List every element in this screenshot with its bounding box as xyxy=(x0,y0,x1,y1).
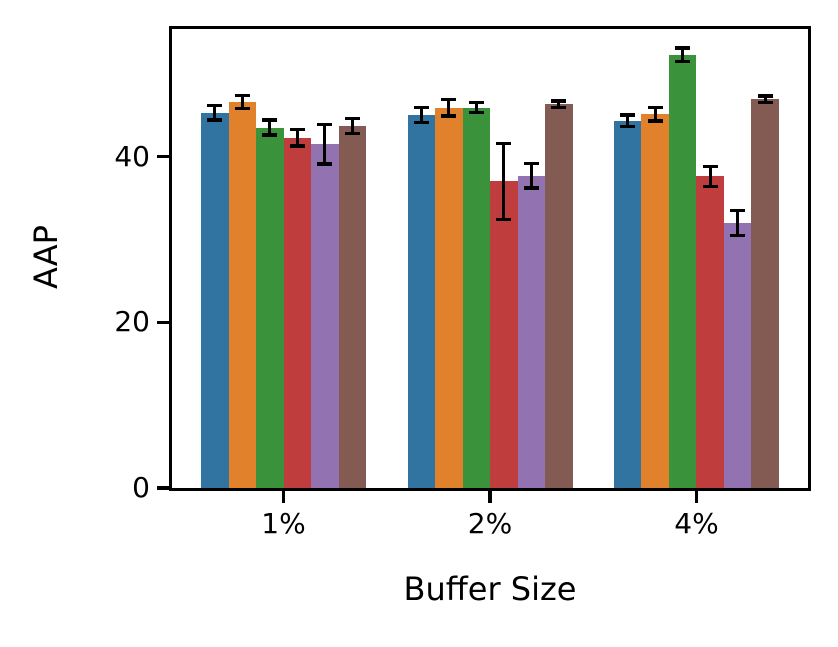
error-bar xyxy=(350,118,354,134)
error-bar xyxy=(213,105,217,121)
error-bar xyxy=(557,101,561,108)
error-bar-cap-top xyxy=(441,97,457,102)
error-bar xyxy=(681,48,685,62)
error-bar-cap-bottom xyxy=(620,125,636,129)
x-tick-mark xyxy=(694,491,699,503)
x-tick-mark xyxy=(488,491,492,503)
error-bar-cap-top xyxy=(496,141,512,146)
x-tick-label: 4% xyxy=(674,507,719,540)
error-bar xyxy=(419,107,423,123)
error-bar-cap-bottom xyxy=(730,233,746,237)
bar-blue-1% xyxy=(201,112,229,488)
error-bar xyxy=(447,99,451,116)
bar-blue-2% xyxy=(407,115,435,488)
y-tick-mark xyxy=(157,486,169,490)
error-bar-cap-bottom xyxy=(496,217,512,222)
error-bar xyxy=(529,163,533,189)
bar-purple-1% xyxy=(311,144,339,488)
bar-orange-4% xyxy=(641,114,669,488)
error-bar-cap-top xyxy=(647,106,663,110)
error-bar-cap-bottom xyxy=(551,106,567,110)
error-bar xyxy=(653,107,657,121)
y-tick-mark xyxy=(157,154,169,159)
error-bar-cap-bottom xyxy=(289,144,305,148)
error-bar xyxy=(268,120,272,136)
error-bar-cap-top xyxy=(551,99,567,103)
bar-brown-4% xyxy=(751,99,779,488)
error-bar xyxy=(502,143,506,220)
bar-orange-2% xyxy=(435,107,463,488)
error-bar-cap-bottom xyxy=(702,184,718,189)
bars-layer xyxy=(172,29,808,488)
plot-area xyxy=(169,26,811,491)
bar-green-1% xyxy=(256,127,284,488)
error-bar-cap-top xyxy=(207,103,223,107)
error-bar xyxy=(474,102,478,113)
y-axis-label: AAP xyxy=(27,225,65,289)
error-bar-cap-bottom xyxy=(317,162,333,166)
error-bar-cap-top xyxy=(234,93,250,97)
y-tick-label: 0 xyxy=(132,471,150,504)
y-tick-mark xyxy=(157,320,169,324)
error-bar-cap-bottom xyxy=(207,118,223,122)
bar-red-1% xyxy=(283,137,311,488)
error-bar-cap-top xyxy=(523,161,539,165)
y-tick-label: 20 xyxy=(114,305,150,339)
error-bar-cap-bottom xyxy=(413,120,429,125)
y-tick-label: 40 xyxy=(114,139,150,173)
error-bar-cap-top xyxy=(344,116,360,121)
error-bar-cap-top xyxy=(702,164,718,169)
bar-brown-1% xyxy=(338,125,366,488)
error-bar-cap-bottom xyxy=(757,101,773,105)
bar-orange-1% xyxy=(228,101,256,488)
error-bar xyxy=(736,210,740,236)
error-bar-cap-bottom xyxy=(523,186,539,190)
error-bar-cap-bottom xyxy=(468,110,484,115)
error-bar xyxy=(323,124,327,165)
bar-purple-4% xyxy=(723,222,752,488)
error-bar-cap-bottom xyxy=(234,106,250,111)
error-bar-cap-top xyxy=(262,118,278,122)
bar-red-2% xyxy=(490,181,518,488)
x-axis-label: Buffer Size xyxy=(403,570,577,608)
error-bar-cap-top xyxy=(317,122,333,126)
x-tick-label: 2% xyxy=(467,507,513,540)
bar-brown-2% xyxy=(545,104,573,488)
error-bar xyxy=(626,115,630,127)
error-bar-cap-top xyxy=(620,113,636,117)
error-bar xyxy=(763,96,767,103)
bar-red-4% xyxy=(696,176,724,488)
x-tick-mark xyxy=(281,491,286,503)
error-bar-cap-top xyxy=(289,127,305,131)
error-bar-cap-bottom xyxy=(441,114,457,118)
bar-purple-2% xyxy=(517,175,545,488)
error-bar xyxy=(708,166,712,187)
bar-green-2% xyxy=(462,107,490,488)
error-bar xyxy=(240,95,244,109)
error-bar-cap-top xyxy=(730,208,746,213)
error-bar-cap-top xyxy=(675,46,691,50)
error-bar xyxy=(295,129,299,146)
error-bar-cap-bottom xyxy=(675,59,691,63)
error-bar-cap-bottom xyxy=(262,133,278,137)
bar-green-4% xyxy=(668,54,697,488)
error-bar-cap-top xyxy=(413,106,429,110)
error-bar-cap-top xyxy=(468,101,484,105)
x-tick-label: 1% xyxy=(261,507,306,540)
bar-blue-4% xyxy=(613,120,642,488)
error-bar-cap-bottom xyxy=(647,119,663,123)
error-bar-cap-top xyxy=(757,94,773,98)
error-bar-cap-bottom xyxy=(344,131,360,136)
